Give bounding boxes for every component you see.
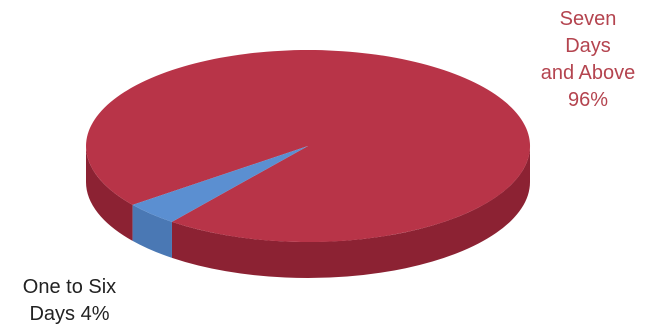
- pie-slice-side-seven-days-and-above: [86, 146, 530, 279]
- pie-side-layer: [86, 146, 530, 279]
- pie-top-layer: [86, 50, 531, 243]
- pie-slice-one-to-six-days: [132, 146, 308, 222]
- pie-slice-side-one-to-six-days: [132, 204, 172, 258]
- slice-label-one-to-six-days: One to Six Days 4%: [22, 276, 117, 325]
- pie-slice-seven-days-and-above: [86, 50, 531, 243]
- slice-label-seven-days-and-above: Seven Days and Above 96%: [540, 8, 636, 111]
